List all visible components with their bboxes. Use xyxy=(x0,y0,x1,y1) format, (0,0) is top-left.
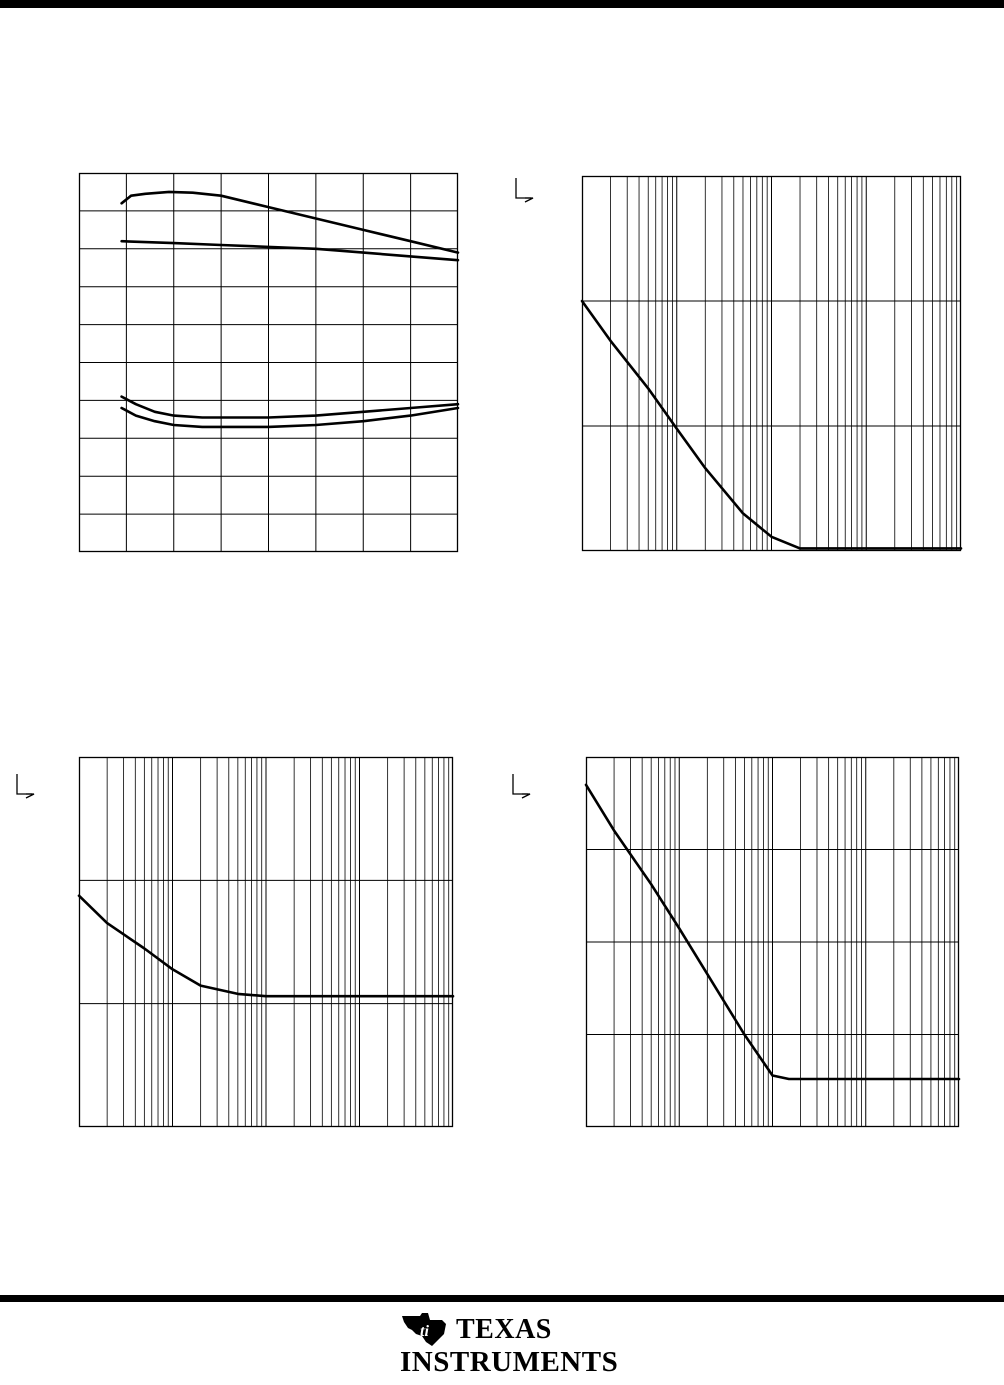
plot-frame xyxy=(78,756,454,1128)
series-line-1 xyxy=(77,894,455,998)
chart-4 xyxy=(584,756,961,1128)
series-line-1 xyxy=(580,299,963,550)
y-axis-arrow-chart-3 xyxy=(16,774,35,799)
series-line-3 xyxy=(120,395,460,419)
plot-frame xyxy=(585,756,960,1128)
texas-state-icon: ti xyxy=(402,1313,446,1346)
plot-frame xyxy=(78,172,459,553)
logo-text-line-1: TEXAS xyxy=(456,1314,552,1345)
chart-3 xyxy=(77,756,455,1128)
svg-text:ti: ti xyxy=(420,1323,429,1340)
chart-1 xyxy=(78,172,460,553)
y-axis-arrow-chart-2 xyxy=(515,178,534,203)
chart-2 xyxy=(580,175,963,552)
series-line-4 xyxy=(120,406,460,429)
series-line-1 xyxy=(584,783,961,1081)
series-line-2 xyxy=(120,239,460,262)
logo-text-line-2: INSTRUMENTS xyxy=(400,1346,619,1378)
top-rule xyxy=(0,0,1004,8)
texas-instruments-logo: ti TEXAS INSTRUMENTS xyxy=(398,1312,618,1384)
series-line-1 xyxy=(120,190,460,254)
plot-frame xyxy=(581,175,962,552)
bottom-rule xyxy=(0,1295,1004,1302)
y-axis-arrow-chart-4 xyxy=(512,774,531,799)
